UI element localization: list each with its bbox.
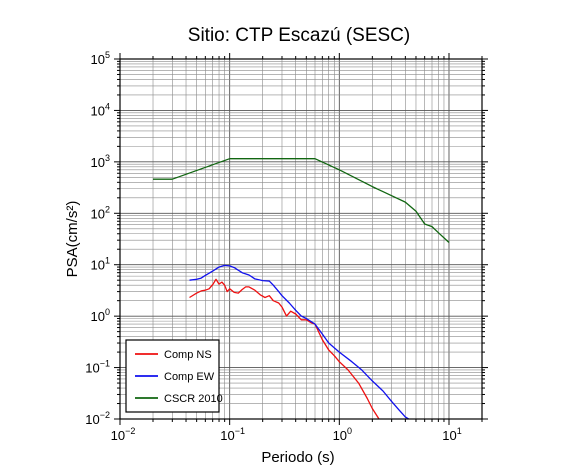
y-tick-label: 101 (91, 256, 110, 273)
legend-label: Comp NS (164, 349, 212, 361)
chart-title: Sitio: CTP Escazú (SESC) (188, 25, 410, 46)
x-tick-label: 101 (442, 426, 461, 443)
series-line-1 (189, 278, 380, 420)
x-tick-label: 10−2 (111, 426, 136, 443)
series-line-2 (189, 264, 410, 420)
x-tick-label: 100 (333, 426, 352, 443)
y-tick-label: 103 (91, 153, 110, 170)
y-tick-labels: 10−2 10−1 100 101 102 103 104 105 (85, 50, 110, 427)
series-layer (153, 158, 450, 420)
ticks (114, 53, 488, 425)
grid (119, 58, 483, 420)
y-axis-label: PSA(cm/s²) (64, 201, 81, 278)
x-tick-labels: 10−2 10−1 100 101 (111, 426, 462, 443)
x-axis-label: Periodo (s) (261, 449, 334, 466)
legend: Comp NS Comp EW CSCR 2010 (125, 339, 223, 413)
y-tick-label: 10−2 (85, 410, 110, 427)
y-tick-label: 102 (91, 204, 110, 221)
y-tick-label: 105 (91, 50, 110, 67)
y-tick-label: 104 (91, 101, 110, 118)
legend-label: Comp EW (164, 371, 215, 383)
legend-label: CSCR 2010 (164, 393, 223, 405)
x-tick-label: 10−1 (220, 426, 245, 443)
y-tick-label: 100 (91, 307, 110, 324)
plot-frame (119, 58, 483, 420)
series-line-3 (153, 158, 450, 243)
y-tick-label: 10−1 (85, 359, 110, 376)
